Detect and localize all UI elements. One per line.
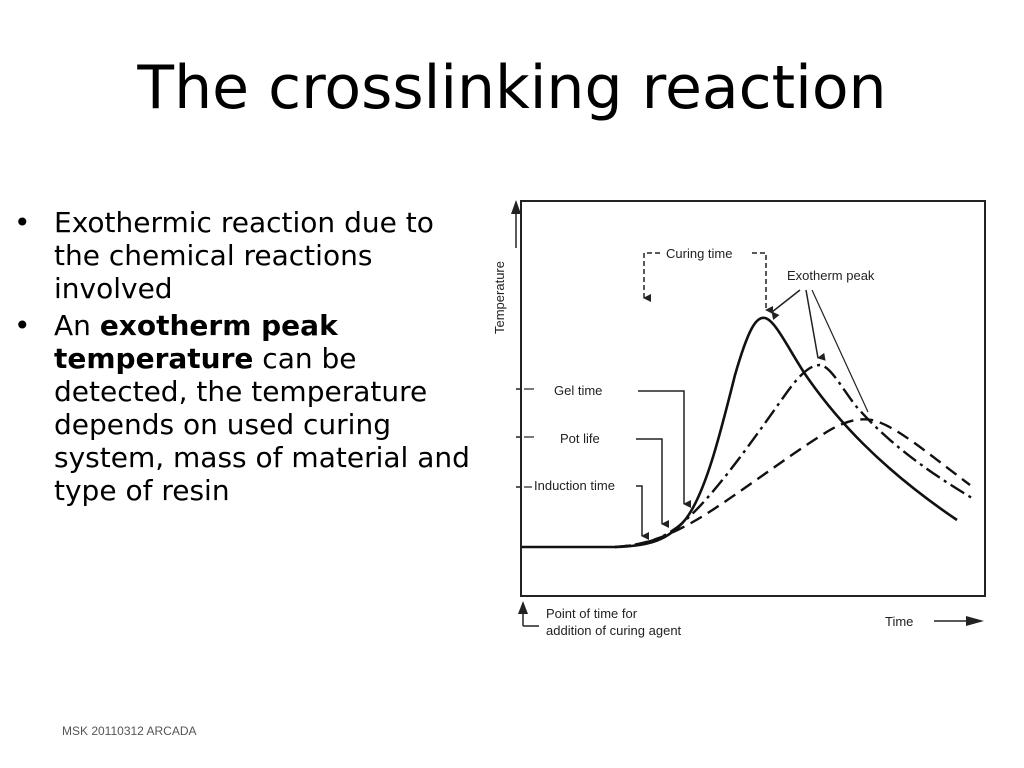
diagram-frame: [520, 200, 986, 597]
y-axis-arrowhead: [511, 200, 521, 214]
bullet-text-bold: exotherm peak temperature: [54, 309, 338, 375]
addition-arrowhead: [518, 601, 528, 614]
y-axis-label: Temperature: [492, 261, 507, 334]
curing-time-bracket-left: [643, 252, 660, 302]
label-induction-time: Induction time: [534, 478, 615, 493]
slide-footer: MSK 20110312 ARCADA: [62, 724, 197, 738]
gel-time-bracket: [638, 390, 691, 508]
x-axis-label: Time: [885, 614, 913, 629]
bullet-list: • Exothermic reaction due to the chemica…: [14, 206, 484, 511]
curve-solid: [522, 316, 958, 549]
curing-time-bracket-right: [752, 252, 773, 314]
label-exotherm-peak: Exotherm peak: [787, 268, 875, 283]
exotherm-pointer-2: [805, 289, 826, 361]
label-curing-time: Curing time: [666, 246, 732, 261]
x-axis-arrowhead: [966, 616, 984, 626]
pot-life-bracket: [636, 438, 669, 528]
bullet-text: Exothermic reaction due to the chemical …: [54, 206, 434, 305]
label-addition-line1: Point of time for: [546, 606, 638, 621]
curve-dash-dot: [614, 363, 973, 549]
bullet-text-post: can be detected, the temperature depends…: [54, 342, 470, 507]
exotherm-pointer-1: [771, 289, 801, 320]
bullet-item-exothermic: • Exothermic reaction due to the chemica…: [14, 206, 484, 305]
bullet-marker: •: [14, 309, 31, 342]
bullet-text-pre: An: [54, 309, 100, 342]
label-pot-life: Pot life: [560, 431, 600, 446]
exotherm-pointer-3: [811, 289, 869, 413]
induction-time-bracket: [636, 485, 649, 540]
label-gel-time: Gel time: [554, 383, 602, 398]
curve-dashed: [614, 418, 971, 549]
label-addition-line2: addition of curing agent: [546, 623, 682, 638]
bullet-item-exotherm-peak: • An exotherm peak temperature can be de…: [14, 309, 484, 507]
bullet-marker: •: [14, 206, 31, 239]
slide-title: The crosslinking reaction: [137, 53, 887, 123]
